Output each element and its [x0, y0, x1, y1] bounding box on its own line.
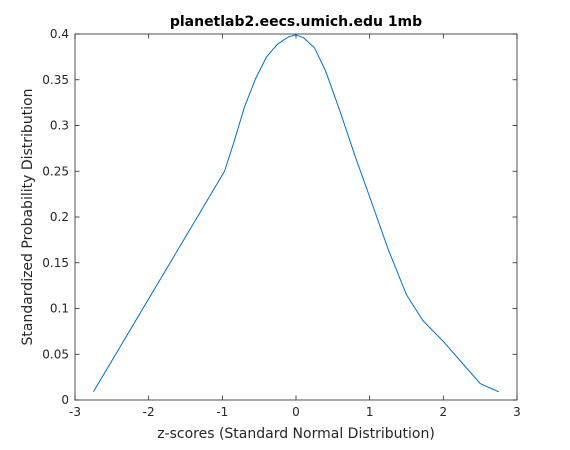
x-tick-label: -1: [216, 405, 228, 419]
chart-title: planetlab2.eecs.umich.edu 1mb: [170, 14, 422, 30]
x-tick-label: 2: [440, 405, 448, 419]
y-tick-label: 0: [61, 393, 69, 407]
y-tick-label: 0.1: [50, 302, 69, 316]
x-axis-label: z-scores (Standard Normal Distribution): [157, 426, 435, 442]
tick-labels-layer: -3 -2 -1 0 1 2 3 0 0.05 0.1 0.15 0.2 0.25 0.3 0.35 0.4: [42, 27, 521, 419]
series-line: [92, 34, 499, 393]
ticks-layer: [74, 33, 518, 401]
x-tick-label: 1: [366, 405, 374, 419]
y-tick-label: 0.2: [50, 210, 69, 224]
x-tick-label: 3: [513, 405, 521, 419]
y-axis-label: Standardized Probability Distribution: [20, 88, 36, 345]
y-tick-label: 0.15: [42, 256, 69, 270]
x-tick-label: -3: [69, 405, 81, 419]
series-layer: [92, 34, 499, 393]
x-tick-label: -2: [143, 405, 155, 419]
y-tick-label: 0.4: [50, 27, 69, 41]
y-tick-label: 0.05: [42, 347, 69, 361]
y-tick-label: 0.3: [50, 119, 69, 133]
y-tick-label: 0.25: [42, 164, 69, 178]
y-tick-label: 0.35: [42, 73, 69, 87]
x-tick-label: 0: [292, 405, 300, 419]
plot-area-box: [74, 33, 518, 401]
